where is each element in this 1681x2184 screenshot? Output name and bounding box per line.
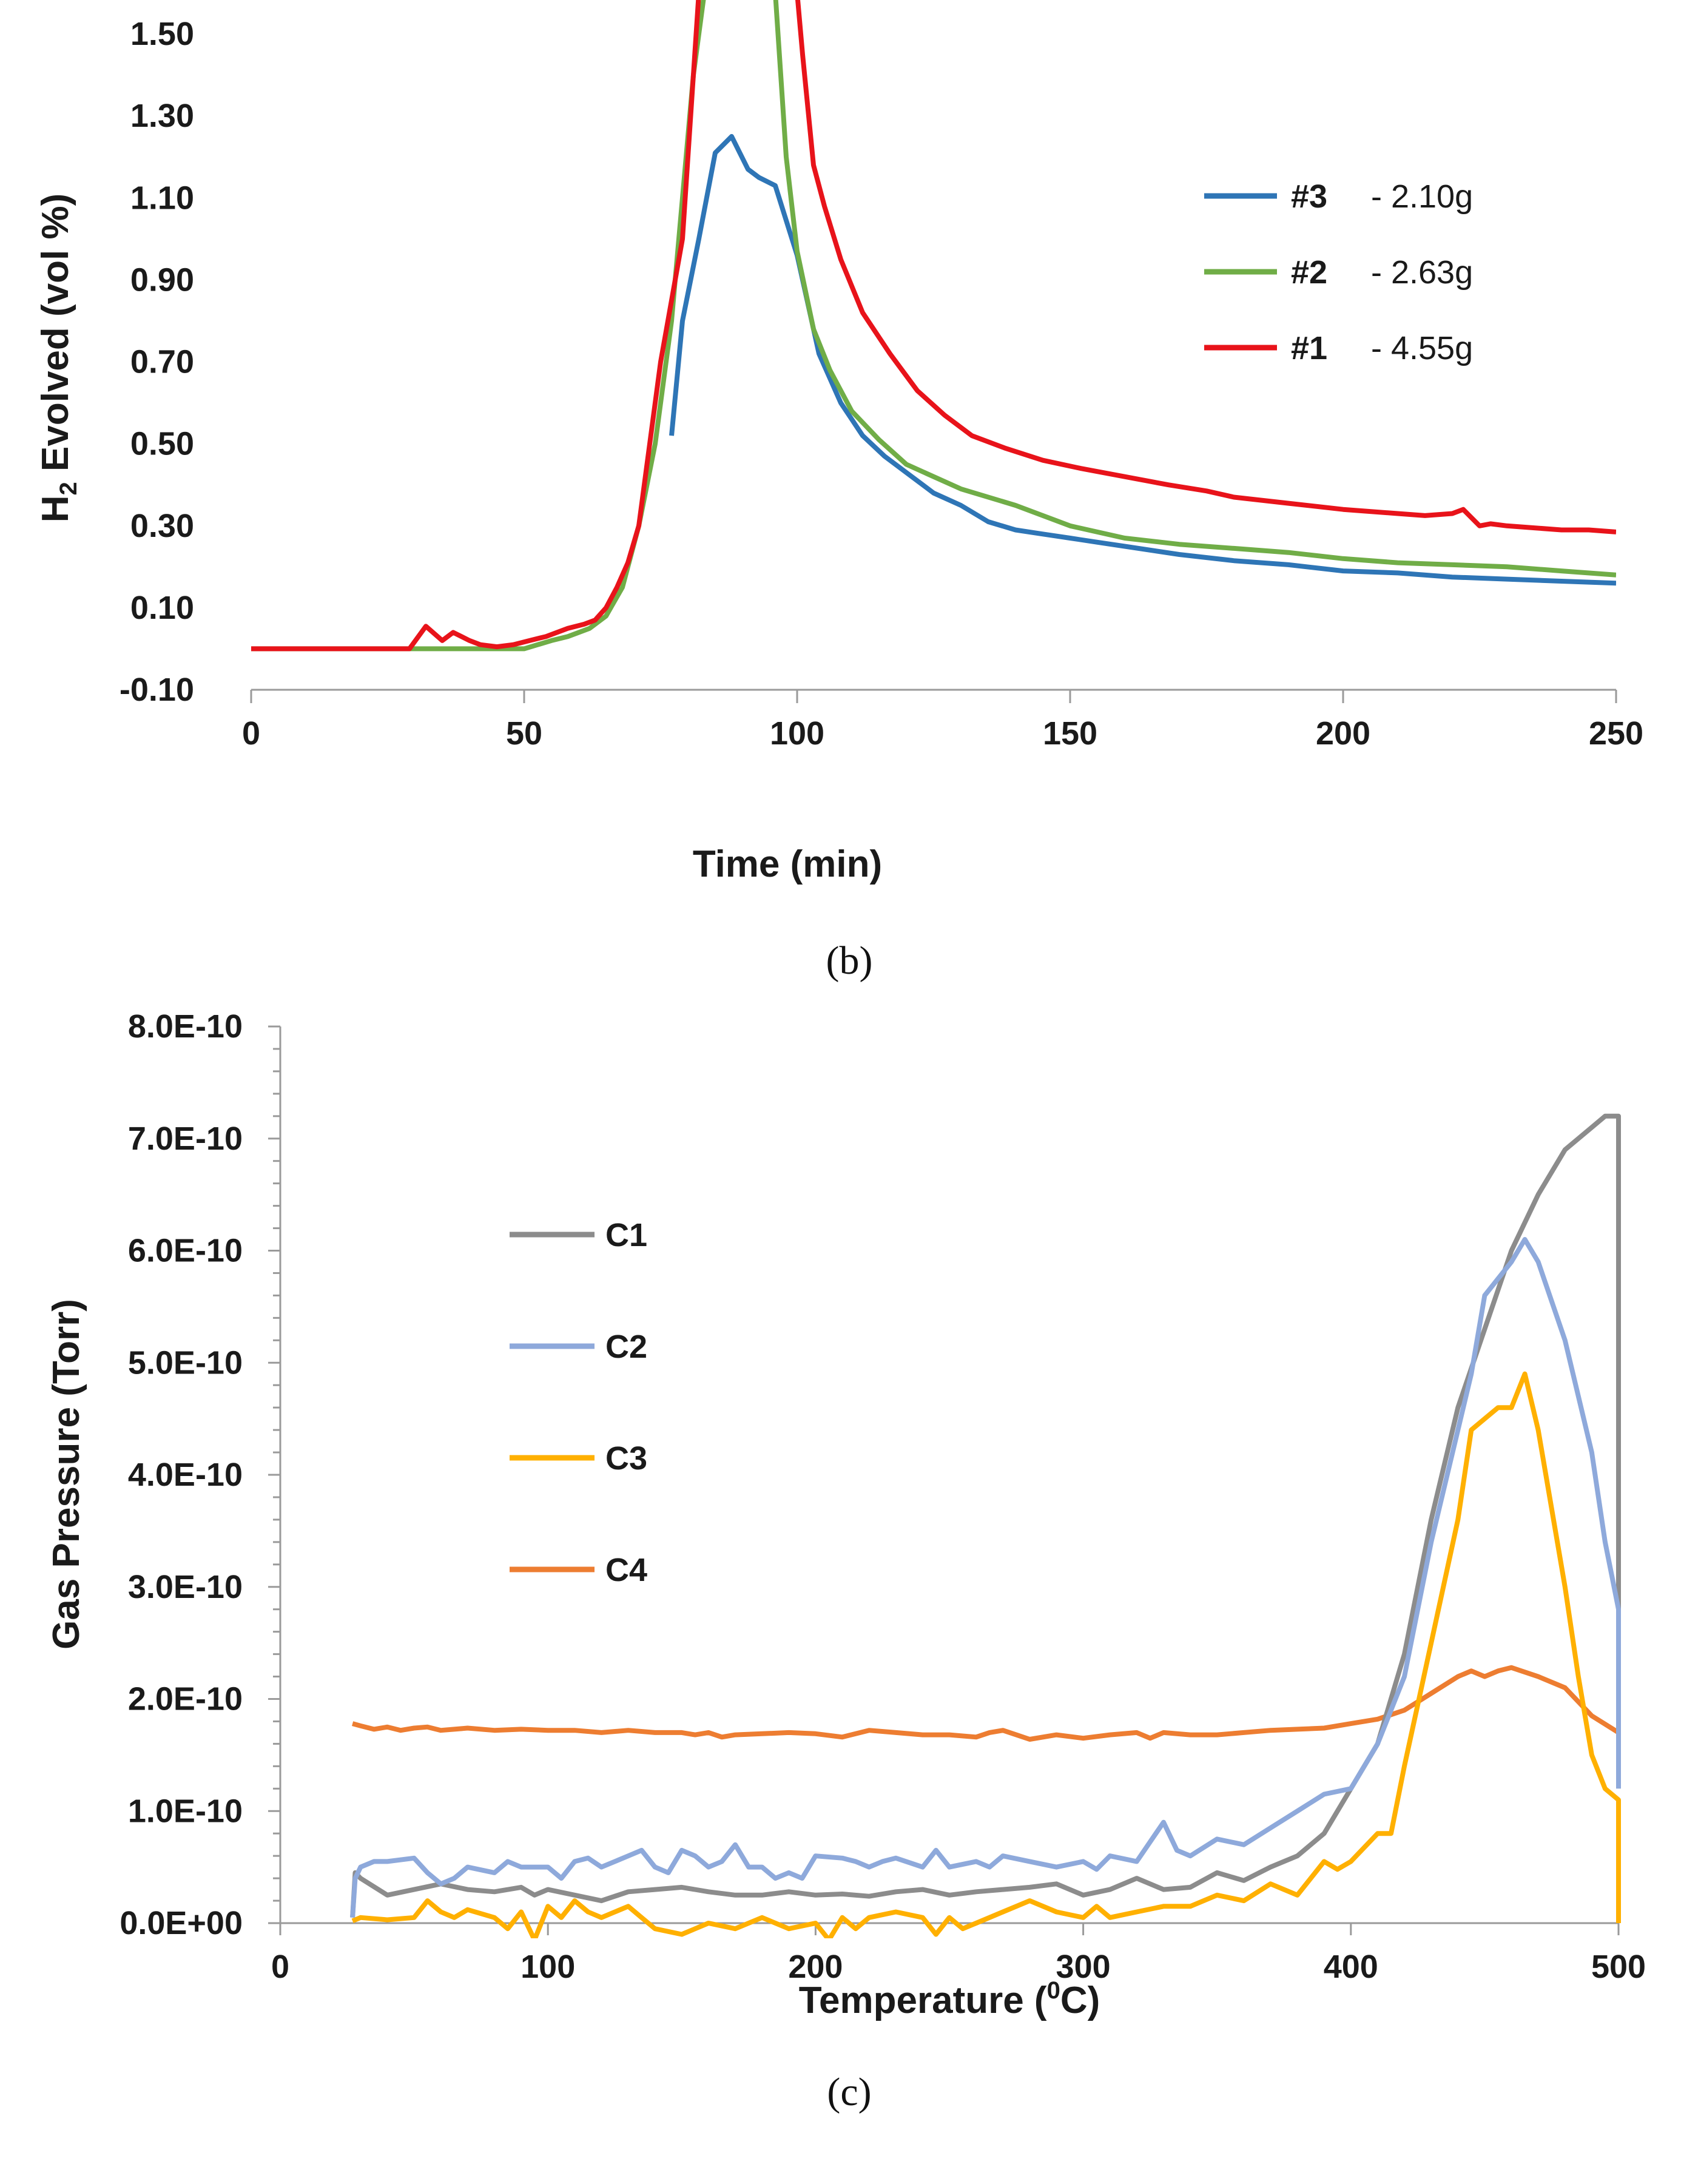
chart-b-x-tick-label: 0: [242, 715, 260, 752]
chart-b-y-tick-label: 0.10: [130, 590, 194, 626]
chart-b-y-tick-label: 0.30: [130, 508, 194, 544]
chart-b-y-tick-label: 1.10: [130, 180, 194, 216]
chart-b-legend: #3 - 2.10g #2 - 2.63g #1 - 4.55g: [1204, 178, 1473, 366]
chart-c-y-tick-label: 8.0E-10: [128, 1008, 243, 1045]
chart-b-legend-mass: - 4.55g: [1371, 330, 1473, 366]
chart-c-series-group: [350, 1113, 1621, 1938]
chart-c-y-axis-title: Gas Pressure (Torr): [45, 1299, 87, 1650]
chart-b-series-line-n1: [251, 0, 1616, 652]
chart-b-x-tick-label: 250: [1589, 715, 1643, 752]
chart-b-series-group: [251, 0, 1616, 652]
chart-c-y-tick-label: 7.0E-10: [128, 1121, 243, 1157]
chart-b-y-tick-label: 1.30: [130, 98, 194, 134]
chart-c-y-ticks: 0.0E+00 1.0E-10 2.0E-10 3.0E-10 4.0E-10 5.0E-…: [120, 1008, 243, 1941]
chart-b-y-tick-label: 0.50: [130, 426, 194, 462]
chart-c-y-tick-label: 2.0E-10: [128, 1681, 243, 1717]
chart-c-x-tick-label: 500: [1591, 1949, 1646, 1985]
chart-b-x-tick-label: 50: [506, 715, 542, 752]
chart-c-x-tick-label: 0: [271, 1949, 289, 1985]
chart-b-y-title-sub: 2: [55, 482, 82, 495]
chart-c-legend-label: C4: [605, 1552, 647, 1588]
chart-c-x-title-post: C): [1060, 1980, 1100, 2021]
chart-b-y-tick-label: 0.70: [130, 344, 194, 380]
chart-c-y-tick-label: 3.0E-10: [128, 1569, 243, 1605]
chart-c-y-tick-label: 0.0E+00: [120, 1905, 243, 1941]
chart-c-x-axis-title: Temperature (0C): [799, 1977, 1100, 2021]
chart-b-panel-label: (b): [826, 939, 873, 983]
chart-b-y-tick-label: -0.10: [120, 672, 194, 708]
chart-c-series-line-c4: [352, 1665, 1620, 1742]
chart-c-legend: C1 C2 C3 C4: [510, 1217, 647, 1588]
chart-c-series-line-c2: [350, 1237, 1621, 1918]
chart-b-legend-label: #3: [1291, 178, 1327, 215]
chart-b-y-tick-label: 1.50: [130, 16, 194, 52]
chart-b-legend-label: #2: [1291, 254, 1327, 291]
chart-c-x-tick-label: 300: [1056, 1949, 1111, 1985]
chart-c-x-tick-label: 400: [1324, 1949, 1378, 1985]
chart-c-minor-ticks: [268, 1025, 280, 1924]
chart-c-x-title-sup: 0: [1047, 1977, 1060, 2004]
chart-c-series-line-c3: [351, 1371, 1621, 1938]
chart-b-y-tick-label: 0.90: [130, 261, 194, 298]
chart-c-legend-label: C3: [605, 1440, 647, 1477]
chart-c-panel-label: (c): [827, 2070, 871, 2114]
chart-b-legend-mass: - 2.63g: [1371, 254, 1473, 291]
chart-b-x-tick-label: 150: [1043, 715, 1097, 752]
chart-b-x-axis-title: Time (min): [693, 843, 882, 885]
chart-b-series-line-n2: [251, 0, 1616, 652]
chart-b-x-tick-label: 100: [770, 715, 824, 752]
chart-b-y-title-pre: H: [35, 495, 76, 522]
chart-b-h2-evolved: -0.10 0.10 0.30 0.50 0.70 0.90 1.10 1.30 1.50 0 5…: [35, 0, 1643, 983]
chart-c-gas-pressure: 0.0E+00 1.0E-10 2.0E-10 3.0E-10 4.0E-10 5.0E-…: [45, 1008, 1646, 2114]
chart-b-y-ticks: -0.10 0.10 0.30 0.50 0.70 0.90 1.10 1.30 1.50: [120, 16, 194, 708]
chart-c-y-tick-label: 4.0E-10: [128, 1457, 243, 1493]
chart-c-series-line-c1: [350, 1113, 1621, 1918]
chart-c-legend-label: C2: [605, 1329, 647, 1365]
chart-c-x-tick-label: 100: [520, 1949, 575, 1985]
chart-c-legend-label: C1: [605, 1217, 647, 1253]
chart-c-y-tick-label: 6.0E-10: [128, 1233, 243, 1269]
chart-b-series-line-n3: [669, 133, 1616, 586]
chart-b-x-tick-label: 200: [1316, 715, 1370, 752]
chart-c-y-tick-label: 5.0E-10: [128, 1344, 243, 1381]
chart-c-x-ticks: 0 100 200 300 400 500: [271, 1923, 1646, 1985]
chart-c-x-title-pre: Temperature (: [799, 1980, 1047, 2021]
chart-b-legend-label: #1: [1291, 330, 1327, 366]
chart-c-y-tick-label: 1.0E-10: [128, 1793, 243, 1829]
chart-b-y-title-post: Evolved (vol %): [35, 194, 76, 482]
chart-b-x-ticks: 0 50 100 150 200 250: [242, 690, 1643, 752]
chart-c-x-tick-label: 200: [788, 1949, 843, 1985]
chart-b-y-axis-title: H2 Evolved (vol %): [35, 194, 82, 522]
chart-b-legend-mass: - 2.10g: [1371, 178, 1473, 215]
